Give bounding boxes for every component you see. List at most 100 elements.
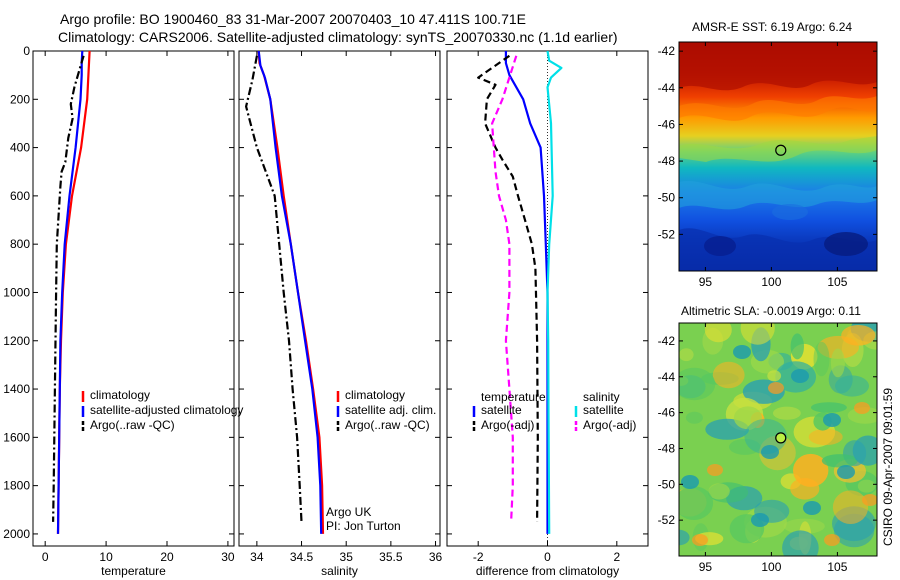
sla-texture (783, 518, 825, 534)
x-tick-label: 100 (761, 275, 781, 289)
y-tick-label: -42 (658, 44, 676, 58)
series-line-argo-raw-qc (52, 55, 85, 522)
sla-texture (681, 475, 699, 489)
sla-texture (685, 411, 703, 424)
legend-label: Argo(..raw -QC) (345, 418, 430, 432)
sst-argo-location-marker (775, 144, 787, 156)
sla-heatmap (679, 323, 877, 556)
figure-title-line2: Climatology: CARS2006. Satellite-adjuste… (58, 29, 618, 45)
sla-texture (744, 418, 787, 455)
y-tick-label: 1800 (3, 479, 30, 493)
sla-axes: -42 -44 -46 -48 -50 -52 95 100 105 (658, 323, 877, 574)
sla-texture (837, 465, 855, 479)
sla-texture (803, 501, 821, 515)
sla-argo-location-marker (775, 432, 787, 444)
y-tick-label: -50 (658, 191, 676, 205)
x-tick-label: 105 (827, 275, 847, 289)
series-line-satellite-adjusted-climatology (56, 51, 84, 534)
y-tick-label: 0 (23, 44, 30, 58)
sla-texture (767, 370, 782, 382)
sla-texture (847, 407, 877, 424)
data-source-annotation: Argo UK (326, 505, 371, 519)
y-tick-label: -44 (658, 370, 676, 384)
y-tick-label: 600 (10, 189, 30, 203)
legend-label: satellite-adjusted climatology (90, 403, 243, 417)
side-timestamp: CSIRO 09-Apr-2007 09:01:59 (881, 388, 895, 546)
sla-texture (692, 534, 708, 546)
y-tick-label: -48 (658, 154, 676, 168)
x-axis-label: difference from climatology (476, 564, 619, 578)
sla-texture (808, 428, 843, 446)
data-source-annotation: PI: Jon Turton (326, 519, 401, 533)
y-tick-label: -46 (658, 406, 676, 420)
legend-label: climatology (90, 388, 150, 402)
y-tick-label: 1600 (3, 430, 30, 444)
sla-texture (854, 402, 870, 414)
x-tick-label: 10 (99, 550, 113, 564)
legend-title-salinity: salinity (583, 390, 620, 404)
series-line-temperature-argo-adj (477, 54, 539, 522)
x-tick-label: 105 (827, 560, 847, 574)
sla-texture (679, 348, 694, 362)
sla-texture (830, 348, 845, 378)
series-line-salinity-satellite (546, 51, 563, 534)
sst-map-title: AMSR-E SST: 6.19 Argo: 6.24 (692, 20, 852, 34)
sla-texture (740, 323, 775, 345)
y-tick-label: -42 (658, 334, 676, 348)
y-tick-label: 200 (10, 92, 30, 106)
sla-texture (821, 454, 858, 468)
sla-texture (707, 464, 723, 476)
y-tick-label: 2000 (3, 527, 30, 541)
salinity-panel: 34 34.5 35 35.5 36 salinity climatologysatelli… (238, 50, 443, 578)
series-line-argo-raw-qc (245, 55, 303, 522)
sla-map-panel: Altimetric SLA: -0.0019 Argo: 0.11 -42 -4… (658, 304, 878, 574)
sla-texture (712, 361, 745, 389)
sla-texture (679, 529, 690, 546)
sla-texture (704, 323, 732, 343)
legend-label: Argo(-adj) (583, 418, 636, 432)
legend-title-temperature: temperature (481, 390, 546, 404)
sla-texture (729, 438, 761, 455)
legend-label: climatology (345, 388, 405, 402)
legend-label: Argo(..raw -QC) (90, 418, 175, 432)
sla-texture (817, 335, 859, 359)
x-axis-label: salinity (321, 564, 358, 578)
y-tick-label: -44 (658, 81, 676, 95)
plot-frame (238, 50, 441, 547)
y-tick-label: 1400 (3, 382, 30, 396)
sst-axes: -42 -44 -46 -48 -50 -52 95 100 105 (658, 42, 877, 289)
x-tick-label: 36 (429, 550, 443, 564)
plot-frame (32, 50, 235, 547)
x-tick-label: 34.5 (290, 550, 314, 564)
series-line-satellite-adj-clim (257, 51, 323, 534)
legend-label: Argo(-adj) (481, 418, 534, 432)
x-tick-label: 2 (613, 550, 620, 564)
sla-texture (824, 534, 840, 546)
legend-label: satellite adj. clim. (345, 403, 436, 417)
sla-texture (810, 402, 847, 413)
sla-texture (761, 445, 779, 459)
sla-texture (813, 341, 830, 377)
x-tick-label: 34 (250, 550, 264, 564)
sla-texture (832, 490, 869, 524)
sla-texture (852, 435, 877, 466)
sla-texture (835, 375, 869, 397)
series-group (52, 51, 91, 534)
sla-texture (773, 406, 801, 420)
sla-texture (791, 369, 809, 383)
sla-texture (862, 494, 877, 506)
x-tick-label: 95 (699, 560, 713, 574)
y-tick-label: 800 (10, 237, 30, 251)
sla-map-title: Altimetric SLA: -0.0019 Argo: 0.11 (681, 304, 861, 318)
sla-texture (823, 413, 841, 427)
sla-texture (790, 333, 804, 360)
series-group (245, 51, 325, 534)
sst-heatmap (679, 42, 877, 271)
sla-texture (733, 345, 751, 359)
sla-texture (733, 406, 762, 430)
sla-texture (857, 479, 876, 493)
x-tick-label: 30 (221, 550, 235, 564)
temperature-panel: 0 200 400 600 800 1000 1200 1400 1600 1800 2000 0 10… (3, 44, 243, 578)
legend-label: satellite (583, 403, 624, 417)
